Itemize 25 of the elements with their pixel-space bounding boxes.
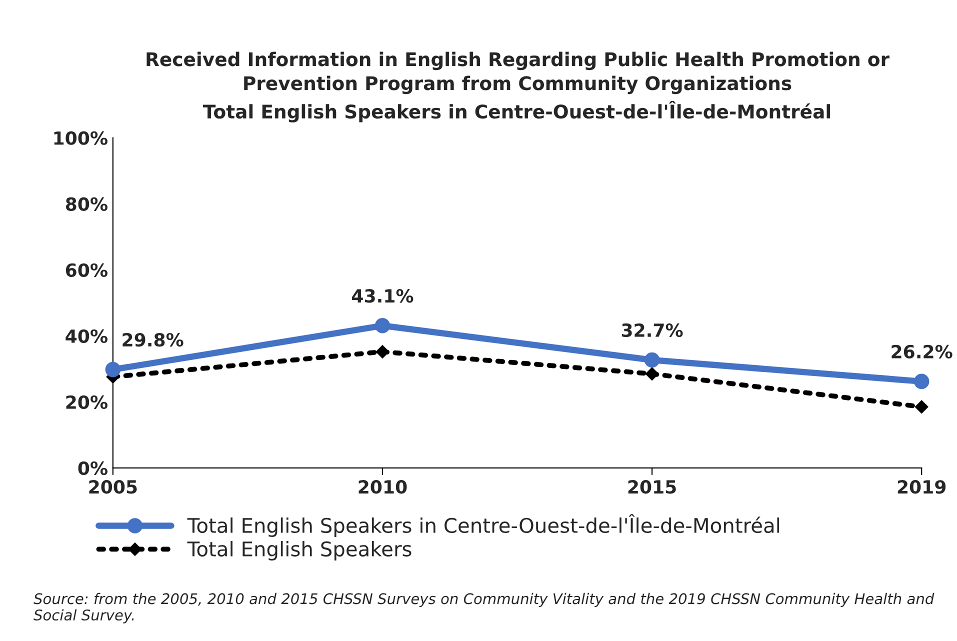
legend-label: Total English Speakers bbox=[187, 540, 412, 560]
point bbox=[914, 374, 930, 390]
x-tick-label: 2010 bbox=[358, 480, 407, 494]
chart-title: Received Information in English Regarding Public Health Promotion or Prevention Program from Community Organizations Total English Speakers in Centre-Ouest-de-l'Île-de-Montréal bbox=[146, 52, 890, 122]
point bbox=[645, 367, 659, 380]
y-tick-label: 0% bbox=[78, 461, 108, 476]
data-label: 29.8% bbox=[122, 332, 184, 347]
point bbox=[376, 345, 390, 358]
x-tick-label: 2005 bbox=[89, 480, 137, 494]
y-tick-label: 80% bbox=[66, 197, 108, 211]
point bbox=[105, 362, 121, 378]
x-tick-label: 2019 bbox=[898, 480, 946, 494]
y-tick-label: 60% bbox=[66, 263, 108, 277]
legend-label: Total English Speakers in Centre-Ouest-de-l'Île-de-Montréal bbox=[187, 514, 780, 537]
data-label: 32.7% bbox=[622, 323, 683, 338]
y-tick-label: 20% bbox=[66, 395, 108, 410]
point bbox=[374, 318, 390, 334]
x-tick-label: 2015 bbox=[628, 480, 676, 494]
y-tick-label: 100% bbox=[54, 131, 108, 145]
data-label: 43.1% bbox=[352, 289, 414, 303]
source-note: Source: from the 2005, 2010 and 2015 CHSSN Surveys on Community Vitality and the 2019 CHSSN Community Health and Social Survey. bbox=[34, 592, 934, 624]
point bbox=[915, 400, 928, 414]
point bbox=[644, 352, 660, 368]
data-label: 26.2% bbox=[892, 344, 952, 358]
y-tick-label: 40% bbox=[66, 329, 108, 343]
